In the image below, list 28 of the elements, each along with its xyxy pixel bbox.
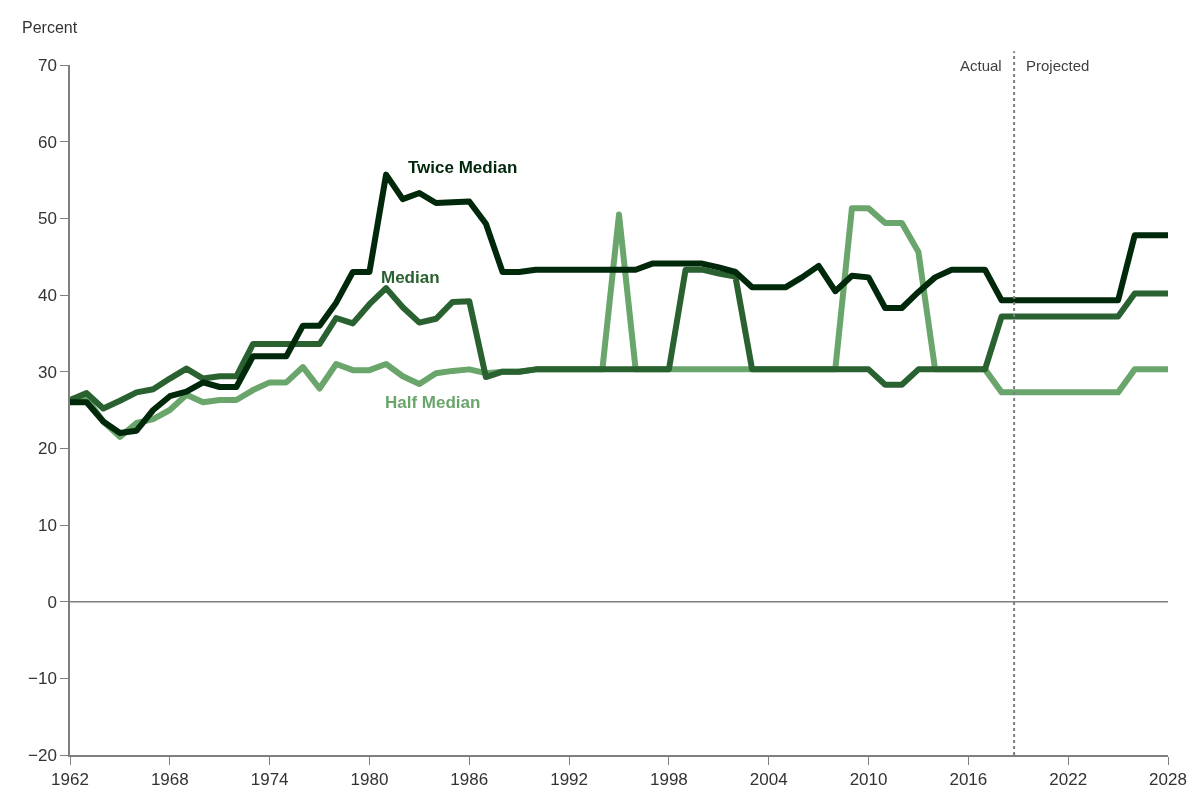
- x-tick-label: 1974: [250, 770, 289, 790]
- x-tick-label: 1992: [550, 770, 588, 790]
- x-tick-label: 1980: [350, 770, 389, 790]
- x-tick-label: 2028: [1149, 770, 1187, 790]
- series-label: Twice Median: [408, 158, 518, 177]
- annotation: Projected: [1026, 57, 1090, 74]
- y-tick-label: 40: [37, 285, 57, 305]
- x-tick-label: 1968: [150, 770, 189, 790]
- x-tick-label: 2022: [1049, 770, 1088, 790]
- y-tick-label: −10: [28, 669, 57, 689]
- annotation: Actual: [960, 57, 1002, 74]
- x-tick-label: 2010: [849, 770, 888, 790]
- y-tick-label: 0: [47, 592, 57, 612]
- x-tick-label: 2004: [749, 770, 788, 790]
- y-tick-label: 20: [37, 439, 57, 459]
- y-tick-label: 30: [37, 362, 57, 382]
- x-tick-label: 1962: [51, 770, 89, 790]
- series-label: Half Median: [385, 393, 481, 412]
- x-tick-label: 2016: [949, 770, 988, 790]
- y-tick-label: 10: [37, 515, 57, 535]
- y-tick-label: 50: [37, 209, 57, 229]
- y-tick-label: 60: [37, 132, 57, 152]
- y-tick-label: −20: [28, 745, 57, 765]
- y-tick-label: 70: [37, 55, 57, 75]
- x-tick-label: 1986: [450, 770, 489, 790]
- y-axis-title: Percent: [22, 19, 78, 36]
- x-tick-label: 1998: [650, 770, 688, 790]
- series-label: Median: [381, 268, 440, 287]
